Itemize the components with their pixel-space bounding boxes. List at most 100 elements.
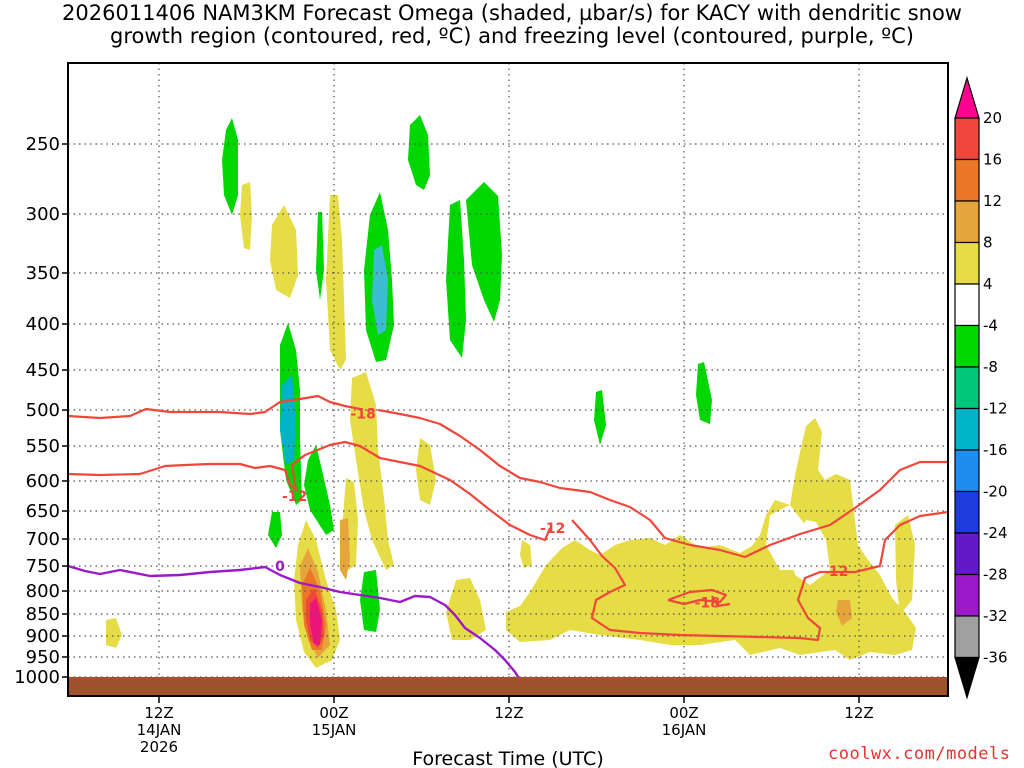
colorbar-swatch	[954, 490, 980, 534]
omega-region	[372, 245, 388, 335]
colorbar-label: 12	[983, 192, 1002, 210]
colorbar-label: 8	[983, 234, 993, 252]
omega-shading	[106, 115, 916, 668]
colorbar-label: -16	[983, 441, 1008, 459]
colorbar-swatch	[954, 615, 980, 659]
omega-region	[360, 570, 380, 632]
omega-region	[836, 600, 852, 626]
colorbar: 20 16 12 8 4 -4 -8 -12 -16 -20 -24 -28 -32 -36	[954, 75, 1008, 700]
contour-label: -12	[540, 521, 565, 537]
x-tick-label: 00Z	[669, 704, 698, 722]
omega-region-strong	[310, 598, 322, 645]
y-axis: 2503003504004505005506006507007508008509…	[14, 134, 68, 688]
y-tick-label: 700	[26, 529, 60, 550]
y-tick-label: 250	[26, 134, 60, 155]
y-tick-label: 1000	[14, 667, 60, 688]
y-tick-label: 400	[26, 314, 60, 335]
ground-surface	[69, 677, 947, 696]
omega-region	[280, 375, 296, 465]
colorbar-swatch	[954, 283, 980, 327]
colorbar-bottom-arrow	[954, 656, 980, 700]
y-tick-label: 850	[26, 604, 60, 625]
x-tick-label: 16JAN	[662, 721, 707, 739]
colorbar-swatch	[954, 200, 980, 244]
chart-title-line1: 2026011406 NAM3KM Forecast Omega (shaded…	[62, 1, 962, 25]
contour-minus18-lower-boundary	[377, 408, 948, 559]
chart-title: 2026011406 NAM3KM Forecast Omega (shaded…	[0, 2, 1024, 48]
contour-labels: -18 -12 -12 -18 -12 0	[275, 407, 848, 612]
omega-region-low-level-ascent	[506, 418, 916, 660]
colorbar-label: -12	[983, 400, 1008, 418]
omega-region	[895, 515, 915, 615]
colorbar-label: -20	[983, 483, 1008, 501]
colorbar-swatch	[954, 573, 980, 617]
omega-region	[304, 445, 334, 535]
y-tick-label: 550	[26, 436, 60, 457]
contour-label: -18	[695, 596, 720, 612]
contour-minus12-lower	[571, 510, 948, 642]
contour-label: 0	[275, 559, 285, 575]
colorbar-label: -8	[983, 358, 998, 376]
contour-minus18-closed	[667, 588, 728, 606]
colorbar-top-arrow	[954, 75, 980, 119]
colorbar-swatch	[954, 366, 980, 410]
omega-region	[106, 618, 122, 648]
colorbar-swatch	[954, 407, 980, 451]
x-tick-label: 12Z	[144, 704, 173, 722]
omega-region	[446, 578, 486, 640]
omega-region	[446, 200, 466, 358]
y-tick-label: 750	[26, 556, 60, 577]
colorbar-label: -36	[983, 649, 1008, 667]
omega-region	[222, 118, 238, 215]
colorbar-label: 20	[983, 109, 1002, 127]
omega-region	[340, 518, 350, 580]
y-tick-label: 300	[26, 204, 60, 225]
colorbar-swatch	[954, 532, 980, 576]
omega-region	[466, 182, 502, 322]
omega-region	[416, 438, 436, 505]
contour-label: -12	[823, 564, 848, 580]
y-tick-label: 800	[26, 581, 60, 602]
colorbar-label: 16	[983, 151, 1002, 169]
colorbar-swatch	[954, 158, 980, 202]
y-tick-label: 900	[26, 626, 60, 647]
x-axis-label: Forecast Time (UTC)	[412, 748, 603, 768]
colorbar-swatch	[954, 324, 980, 368]
omega-region	[316, 212, 324, 300]
contour-minus18-upper	[68, 394, 361, 420]
omega-region	[696, 362, 712, 424]
colorbar-label: 4	[983, 275, 993, 293]
colorbar-swatch	[954, 117, 980, 161]
omega-region	[326, 195, 346, 370]
x-tick-label: 14JAN	[137, 721, 182, 739]
omega-region	[350, 372, 394, 570]
omega-region	[594, 390, 606, 445]
contour-minus18-tick	[711, 595, 731, 608]
colorbar-swatch	[954, 241, 980, 285]
x-tick-label: 12Z	[844, 704, 873, 722]
contour-lines	[68, 394, 948, 681]
x-tick-label: 15JAN	[312, 721, 357, 739]
y-tick-label: 600	[26, 471, 60, 492]
contour-minus12	[68, 440, 552, 542]
x-tick-label: 00Z	[319, 704, 348, 722]
y-tick-label: 650	[26, 501, 60, 522]
omega-region	[408, 115, 430, 190]
chart-title-line2: growth region (contoured, red, ºC) and f…	[110, 24, 914, 48]
colorbar-label: -24	[983, 524, 1008, 542]
contour-label: -12	[282, 489, 307, 505]
watermark: coolwx.com/models	[828, 744, 1011, 764]
colorbar-swatch	[954, 449, 980, 493]
contour-label: -18	[351, 407, 376, 423]
x-tick-label: 2026	[140, 738, 178, 756]
plot-frame	[67, 62, 949, 697]
omega-region	[520, 540, 532, 568]
omega-region-gap	[766, 505, 806, 570]
contour-freezing-level	[68, 564, 522, 681]
omega-region	[240, 182, 252, 250]
y-tick-label: 500	[26, 400, 60, 421]
omega-region	[270, 205, 298, 298]
x-tick-label: 12Z	[494, 704, 523, 722]
